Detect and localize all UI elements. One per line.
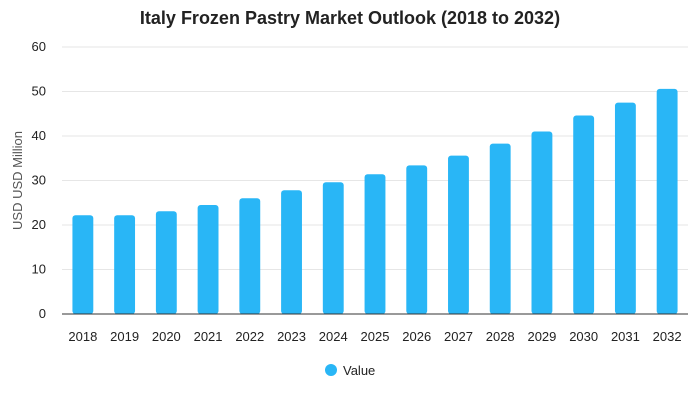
bar-2022[interactable] [239, 198, 261, 314]
x-tick-label-2022: 2022 [235, 329, 264, 344]
y-tick-label-30: 30 [32, 173, 46, 188]
bar-2028[interactable] [489, 143, 511, 314]
x-tick-label-2031: 2031 [611, 329, 640, 344]
y-tick-label-10: 10 [32, 262, 46, 277]
bar-2024[interactable] [322, 182, 344, 314]
bar-2025[interactable] [364, 174, 386, 314]
bar-2030[interactable] [573, 115, 595, 314]
bar-2023[interactable] [281, 190, 302, 314]
chart-title: Italy Frozen Pastry Market Outlook (2018… [139, 8, 561, 28]
x-tick-label-2027: 2027 [444, 329, 473, 344]
bar-2020[interactable] [155, 211, 177, 314]
y-tick-label-20: 20 [32, 217, 46, 232]
x-tick-label-2018: 2018 [68, 329, 97, 344]
x-tick-label-2026: 2026 [402, 329, 431, 344]
x-tick-label-2020: 2020 [152, 329, 181, 344]
x-tick-label-2032: 2032 [653, 329, 682, 344]
x-tick-label-2024: 2024 [319, 329, 348, 344]
legend: Value [325, 363, 375, 378]
x-tick-label-2025: 2025 [361, 329, 390, 344]
x-tick-label-2021: 2021 [194, 329, 223, 344]
bar-series [72, 88, 678, 314]
legend-marker [325, 364, 337, 376]
bar-2027[interactable] [448, 155, 469, 314]
bar-2019[interactable] [114, 215, 136, 314]
y-axis-title: USD USD Million [10, 131, 25, 230]
bar-2031[interactable] [614, 102, 636, 314]
x-tick-label-2030: 2030 [569, 329, 598, 344]
bar-2032[interactable] [656, 88, 678, 314]
x-tick-label-2028: 2028 [486, 329, 515, 344]
y-tick-label-40: 40 [32, 128, 46, 143]
y-tick-label-60: 60 [32, 39, 46, 54]
legend-item-value[interactable]: Value [325, 363, 375, 378]
legend-label: Value [343, 363, 375, 378]
bar-2026[interactable] [406, 165, 428, 314]
x-tick-label-2019: 2019 [110, 329, 139, 344]
bar-2018[interactable] [72, 215, 94, 314]
bar-2029[interactable] [531, 131, 553, 314]
bar-2021[interactable] [197, 204, 219, 314]
x-tick-label-2029: 2029 [527, 329, 556, 344]
x-tick-label-2023: 2023 [277, 329, 306, 344]
y-tick-label-0: 0 [39, 306, 46, 321]
y-tick-label-50: 50 [32, 84, 46, 99]
